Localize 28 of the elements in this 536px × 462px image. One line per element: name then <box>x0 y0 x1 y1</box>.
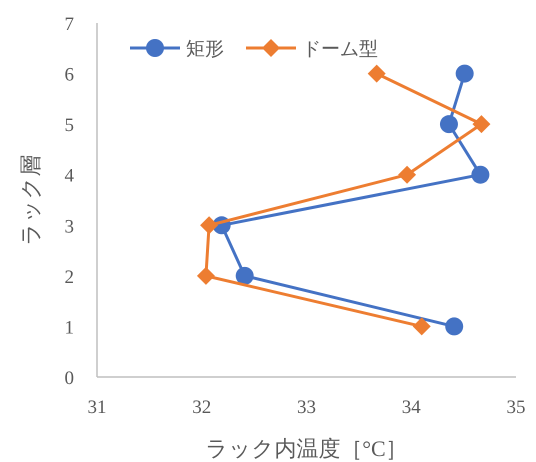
y-axis-title: ラック層 <box>18 154 43 246</box>
y-tick-label: 3 <box>64 216 74 238</box>
y-tick-label: 7 <box>64 14 74 35</box>
y-tick-label: 6 <box>64 64 74 86</box>
point <box>236 266 254 285</box>
point <box>472 115 490 134</box>
point <box>456 64 474 83</box>
point <box>471 166 490 184</box>
point <box>412 317 431 336</box>
point <box>196 266 215 285</box>
point <box>445 317 464 336</box>
y-tick-label: 2 <box>64 266 74 288</box>
x-tick-label: 32 <box>192 397 212 418</box>
x-tick-label: 33 <box>297 397 316 418</box>
x-tick-label: 31 <box>88 397 106 418</box>
point <box>398 166 416 184</box>
point <box>368 64 386 83</box>
x-axis-title: ラック内温度［°C］ <box>205 436 408 461</box>
legend-label: 矩形 <box>186 39 224 60</box>
x-tick-label: 34 <box>402 397 422 418</box>
x-tick-label: 35 <box>506 397 526 418</box>
y-tick-label: 0 <box>64 368 74 389</box>
y-tick-label: 5 <box>64 115 74 136</box>
legend-label: ドーム型 <box>302 39 378 60</box>
y-tick-label: 1 <box>64 317 74 338</box>
point <box>440 115 458 134</box>
y-tick-label: 4 <box>64 166 74 187</box>
point <box>200 216 218 234</box>
